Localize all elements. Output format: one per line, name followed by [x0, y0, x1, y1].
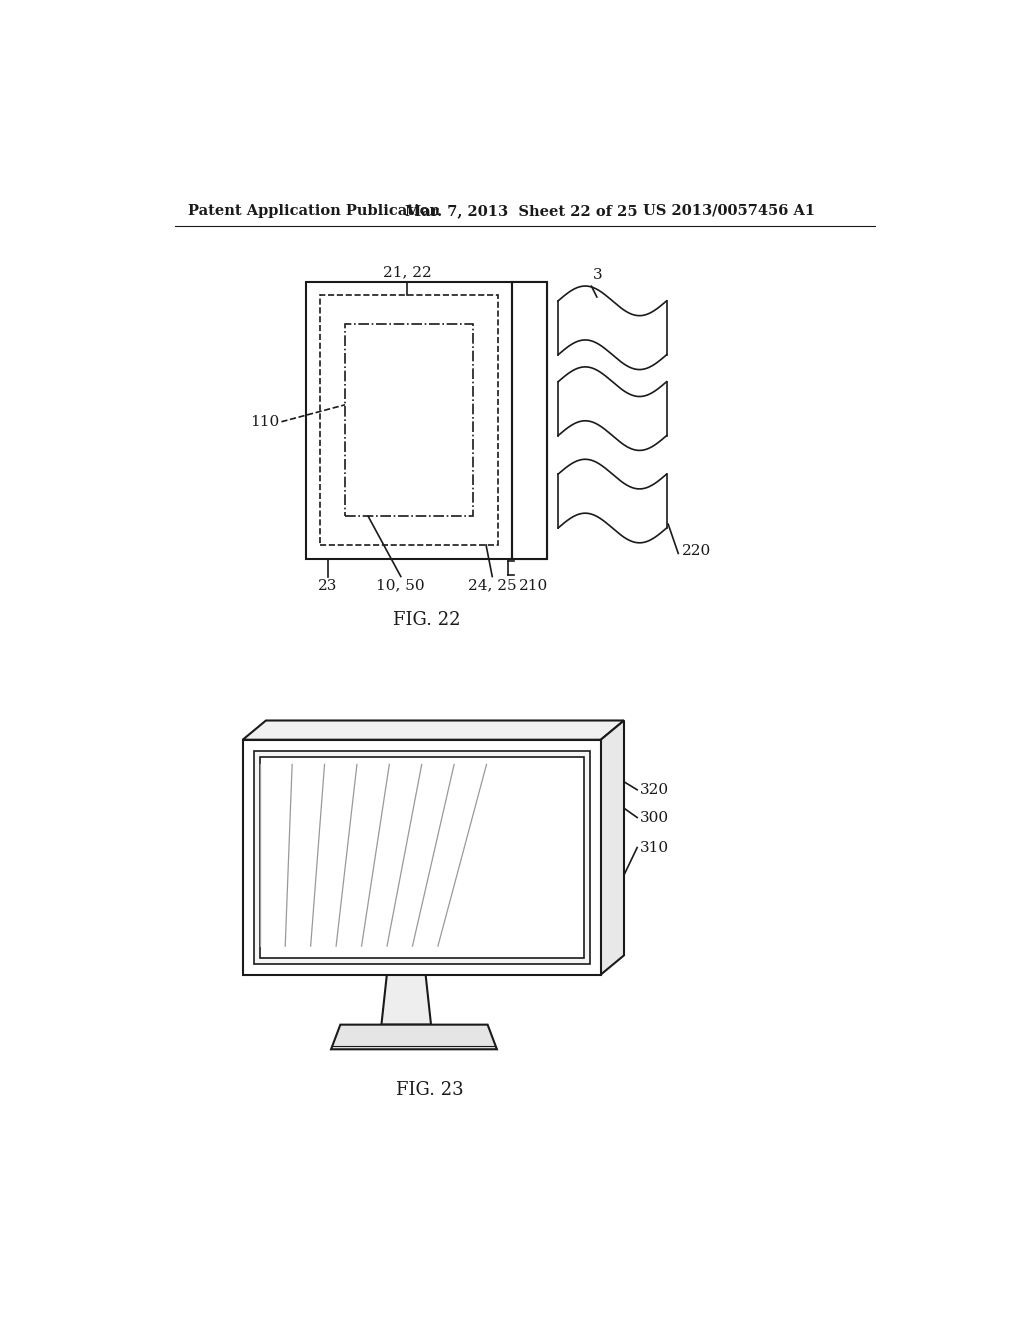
- Text: 110: 110: [250, 414, 280, 429]
- Polygon shape: [243, 739, 601, 974]
- Text: FIG. 22: FIG. 22: [392, 611, 460, 630]
- Text: 3: 3: [593, 268, 603, 282]
- Bar: [321, 296, 498, 545]
- Text: 320: 320: [640, 783, 669, 797]
- Text: 21, 22: 21, 22: [383, 265, 431, 280]
- Text: 220: 220: [682, 544, 712, 558]
- Text: 24, 25: 24, 25: [468, 578, 516, 593]
- Text: FIG. 23: FIG. 23: [396, 1081, 464, 1100]
- Bar: [306, 281, 547, 558]
- Polygon shape: [243, 721, 624, 739]
- Text: 23: 23: [318, 578, 338, 593]
- Text: Mar. 7, 2013  Sheet 22 of 25: Mar. 7, 2013 Sheet 22 of 25: [406, 203, 638, 218]
- Text: 300: 300: [640, 810, 669, 825]
- Text: Patent Application Publication: Patent Application Publication: [188, 203, 440, 218]
- Polygon shape: [381, 974, 431, 1024]
- Bar: [345, 323, 473, 516]
- Bar: [512, 281, 547, 558]
- Text: 310: 310: [640, 841, 669, 854]
- Text: US 2013/0057456 A1: US 2013/0057456 A1: [643, 203, 815, 218]
- Text: 210: 210: [519, 578, 549, 593]
- Text: 10, 50: 10, 50: [377, 578, 425, 593]
- Polygon shape: [260, 756, 584, 958]
- Polygon shape: [601, 721, 624, 974]
- Polygon shape: [331, 1024, 497, 1049]
- Polygon shape: [254, 751, 590, 964]
